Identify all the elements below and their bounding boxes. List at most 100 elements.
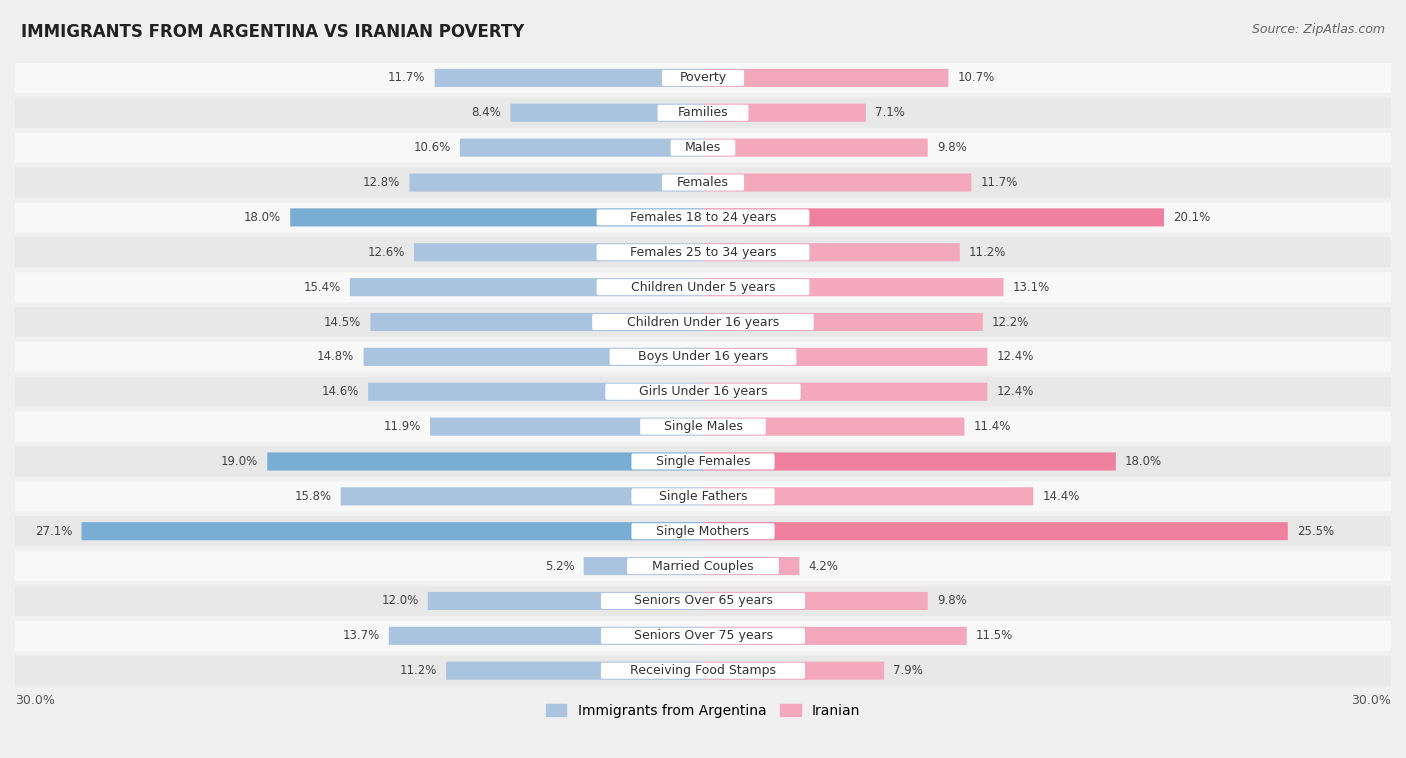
FancyBboxPatch shape <box>368 383 703 401</box>
FancyBboxPatch shape <box>703 313 983 331</box>
FancyBboxPatch shape <box>631 453 775 469</box>
FancyBboxPatch shape <box>14 307 1392 337</box>
FancyBboxPatch shape <box>658 105 748 121</box>
Text: Females: Females <box>678 176 728 189</box>
Text: 14.8%: 14.8% <box>318 350 354 363</box>
Text: Poverty: Poverty <box>679 71 727 84</box>
FancyBboxPatch shape <box>631 488 775 504</box>
FancyBboxPatch shape <box>446 662 703 680</box>
FancyBboxPatch shape <box>627 558 779 574</box>
FancyBboxPatch shape <box>14 481 1392 512</box>
Legend: Immigrants from Argentina, Iranian: Immigrants from Argentina, Iranian <box>540 698 866 723</box>
FancyBboxPatch shape <box>370 313 703 331</box>
FancyBboxPatch shape <box>662 174 744 190</box>
FancyBboxPatch shape <box>364 348 703 366</box>
Text: 11.7%: 11.7% <box>388 71 426 84</box>
Text: Single Females: Single Females <box>655 455 751 468</box>
FancyBboxPatch shape <box>430 418 703 436</box>
FancyBboxPatch shape <box>14 621 1392 651</box>
Text: 10.6%: 10.6% <box>413 141 451 154</box>
FancyBboxPatch shape <box>703 557 800 575</box>
FancyBboxPatch shape <box>510 104 703 122</box>
FancyBboxPatch shape <box>703 174 972 192</box>
FancyBboxPatch shape <box>409 174 703 192</box>
Text: 9.8%: 9.8% <box>936 594 967 607</box>
FancyBboxPatch shape <box>596 209 810 225</box>
FancyBboxPatch shape <box>14 377 1392 407</box>
Text: Married Couples: Married Couples <box>652 559 754 572</box>
Text: 20.1%: 20.1% <box>1173 211 1211 224</box>
FancyBboxPatch shape <box>703 418 965 436</box>
Text: 9.8%: 9.8% <box>936 141 967 154</box>
Text: 12.8%: 12.8% <box>363 176 401 189</box>
Text: Single Mothers: Single Mothers <box>657 525 749 537</box>
Text: 5.2%: 5.2% <box>544 559 575 572</box>
FancyBboxPatch shape <box>703 662 884 680</box>
FancyBboxPatch shape <box>703 278 1004 296</box>
FancyBboxPatch shape <box>14 586 1392 616</box>
Text: 14.6%: 14.6% <box>322 385 359 398</box>
FancyBboxPatch shape <box>600 593 806 609</box>
Text: Source: ZipAtlas.com: Source: ZipAtlas.com <box>1251 23 1385 36</box>
FancyBboxPatch shape <box>600 628 806 644</box>
Text: 12.4%: 12.4% <box>997 350 1033 363</box>
FancyBboxPatch shape <box>703 522 1288 540</box>
Text: 25.5%: 25.5% <box>1296 525 1334 537</box>
Text: 13.7%: 13.7% <box>343 629 380 642</box>
Text: Girls Under 16 years: Girls Under 16 years <box>638 385 768 398</box>
Text: 11.2%: 11.2% <box>399 664 437 677</box>
Text: 7.9%: 7.9% <box>893 664 924 677</box>
FancyBboxPatch shape <box>434 69 703 87</box>
FancyBboxPatch shape <box>596 244 810 260</box>
FancyBboxPatch shape <box>460 139 703 157</box>
Text: 7.1%: 7.1% <box>875 106 905 119</box>
Text: 19.0%: 19.0% <box>221 455 259 468</box>
FancyBboxPatch shape <box>703 627 967 645</box>
FancyBboxPatch shape <box>14 516 1392 547</box>
FancyBboxPatch shape <box>703 592 928 610</box>
Text: 14.4%: 14.4% <box>1042 490 1080 503</box>
FancyBboxPatch shape <box>703 383 987 401</box>
Text: Children Under 5 years: Children Under 5 years <box>631 280 775 293</box>
Text: Females 25 to 34 years: Females 25 to 34 years <box>630 246 776 258</box>
FancyBboxPatch shape <box>14 202 1392 233</box>
FancyBboxPatch shape <box>350 278 703 296</box>
Text: 11.9%: 11.9% <box>384 420 420 433</box>
FancyBboxPatch shape <box>596 279 810 295</box>
FancyBboxPatch shape <box>583 557 703 575</box>
FancyBboxPatch shape <box>389 627 703 645</box>
Text: 27.1%: 27.1% <box>35 525 72 537</box>
Text: Males: Males <box>685 141 721 154</box>
Text: 12.6%: 12.6% <box>367 246 405 258</box>
FancyBboxPatch shape <box>610 349 796 365</box>
Text: Seniors Over 65 years: Seniors Over 65 years <box>634 594 772 607</box>
Text: 11.4%: 11.4% <box>973 420 1011 433</box>
Text: Families: Families <box>678 106 728 119</box>
FancyBboxPatch shape <box>14 412 1392 442</box>
Text: 18.0%: 18.0% <box>243 211 281 224</box>
Text: Single Males: Single Males <box>664 420 742 433</box>
Text: 8.4%: 8.4% <box>471 106 501 119</box>
Text: 12.4%: 12.4% <box>997 385 1033 398</box>
Text: 4.2%: 4.2% <box>808 559 838 572</box>
FancyBboxPatch shape <box>606 384 800 399</box>
Text: Females 18 to 24 years: Females 18 to 24 years <box>630 211 776 224</box>
FancyBboxPatch shape <box>82 522 703 540</box>
FancyBboxPatch shape <box>267 453 703 471</box>
FancyBboxPatch shape <box>703 208 1164 227</box>
FancyBboxPatch shape <box>631 523 775 539</box>
Text: 12.2%: 12.2% <box>993 315 1029 328</box>
FancyBboxPatch shape <box>14 133 1392 163</box>
FancyBboxPatch shape <box>703 104 866 122</box>
Text: 15.8%: 15.8% <box>294 490 332 503</box>
FancyBboxPatch shape <box>14 98 1392 128</box>
Text: Seniors Over 75 years: Seniors Over 75 years <box>634 629 772 642</box>
Text: 18.0%: 18.0% <box>1125 455 1163 468</box>
FancyBboxPatch shape <box>592 314 814 330</box>
Text: 11.7%: 11.7% <box>980 176 1018 189</box>
FancyBboxPatch shape <box>14 551 1392 581</box>
FancyBboxPatch shape <box>600 662 806 678</box>
FancyBboxPatch shape <box>703 348 987 366</box>
Text: 11.2%: 11.2% <box>969 246 1007 258</box>
FancyBboxPatch shape <box>14 656 1392 686</box>
